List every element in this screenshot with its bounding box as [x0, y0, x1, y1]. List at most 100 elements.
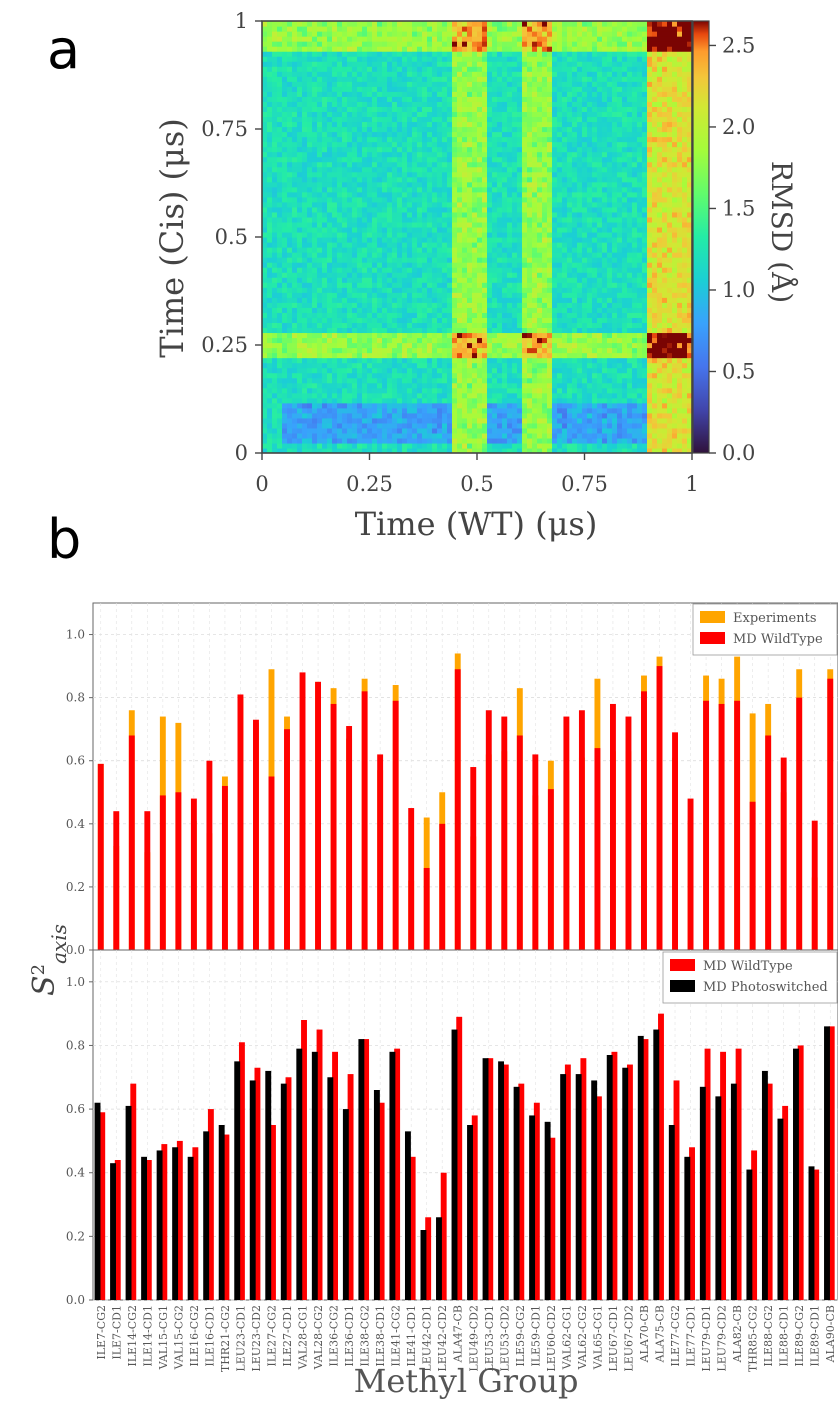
heatmap-cell [502, 367, 508, 374]
heatmap-cell [377, 362, 383, 369]
heatmap-cell [502, 322, 508, 329]
heatmap-cell [287, 151, 293, 158]
heatmap-cell [457, 191, 463, 198]
heatmap-cell [487, 267, 493, 273]
heatmap-cell [377, 66, 383, 72]
heatmap-cell [432, 76, 438, 82]
heatmap-cell [467, 86, 473, 92]
heatmap-cell [507, 226, 513, 233]
heatmap-cell [287, 181, 293, 188]
heatmap-cell [532, 332, 538, 339]
heatmap-cell [422, 86, 428, 92]
heatmap-cell [347, 181, 353, 188]
heatmap-cell [512, 186, 518, 193]
heatmap-cell [367, 272, 373, 278]
heatmap-cell [272, 206, 278, 213]
heatmap-cell [512, 357, 518, 364]
heatmap-cell [467, 56, 473, 62]
heatmap-cell [352, 252, 358, 258]
heatmap-cell [402, 61, 408, 67]
heatmap-cell [322, 362, 328, 369]
heatmap-cell [347, 362, 353, 369]
heatmap-cell [422, 96, 428, 102]
heatmap-cell [412, 412, 418, 419]
heatmap-cell [547, 46, 553, 52]
heatmap-cell [337, 267, 343, 273]
heatmap-cell [312, 352, 318, 359]
heatmap-cell [517, 357, 523, 364]
heatmap-cell [287, 126, 293, 133]
heatmap-cell [427, 21, 433, 27]
heatmap-cell [407, 272, 413, 278]
heatmap-cell [507, 412, 513, 419]
heatmap-cell [367, 96, 373, 102]
heatmap-cell [547, 242, 553, 248]
heatmap-cell [382, 432, 388, 439]
heatmap-cell [272, 121, 278, 128]
heatmap-cell [277, 161, 283, 168]
heatmap-cell [367, 146, 373, 153]
heatmap-cell [507, 231, 513, 238]
heatmap-cell [397, 111, 403, 118]
heatmap-cell [377, 292, 383, 298]
heatmap-cell [302, 211, 308, 218]
heatmap-cell [537, 257, 543, 263]
heatmap-cell [542, 357, 548, 364]
heatmap-cell [537, 206, 543, 213]
heatmap-cell [387, 191, 393, 198]
heatmap-cell [532, 417, 538, 424]
heatmap-cell [522, 402, 528, 409]
heatmap-cell [352, 56, 358, 62]
heatmap-cell [397, 352, 403, 359]
heatmap-cell [522, 166, 528, 173]
heatmap-cell [432, 442, 438, 449]
heatmap-cell [467, 76, 473, 82]
heatmap-cell [547, 282, 553, 288]
heatmap-cell [377, 417, 383, 424]
heatmap-cell [307, 297, 313, 303]
heatmap-cell [422, 302, 428, 308]
heatmap-cell [447, 211, 453, 218]
heatmap-cell [267, 216, 273, 223]
heatmap-cell [292, 121, 298, 128]
heatmap-cell [357, 327, 363, 334]
heatmap-cell [387, 412, 393, 419]
heatmap-cell [457, 216, 463, 223]
heatmap-cell [467, 412, 473, 419]
heatmap-cell [282, 317, 288, 323]
heatmap-cell [272, 21, 278, 27]
heatmap-cell [547, 216, 553, 223]
heatmap-cell [272, 126, 278, 133]
heatmap-cell [372, 201, 378, 208]
heatmap-cell [472, 101, 478, 107]
heatmap-cell [527, 317, 533, 323]
heatmap-cell [392, 186, 398, 193]
heatmap-cell [542, 407, 548, 414]
heatmap-cell [332, 397, 338, 404]
heatmap-cell [327, 76, 333, 82]
heatmap-cell [452, 352, 458, 359]
heatmap-cell [352, 116, 358, 123]
heatmap-cell [492, 171, 498, 178]
heatmap-cell [262, 201, 268, 208]
heatmap-cell [472, 156, 478, 163]
heatmap-cell [432, 392, 438, 399]
heatmap-cell [327, 151, 333, 158]
heatmap-cell [417, 347, 423, 354]
heatmap-cell [372, 26, 378, 32]
heatmap-cell [272, 237, 278, 243]
heatmap-cell [512, 216, 518, 223]
heatmap-cell [452, 407, 458, 414]
heatmap-cell [532, 76, 538, 82]
heatmap-cell [422, 272, 428, 278]
heatmap-cell [287, 407, 293, 414]
heatmap-cell [332, 46, 338, 52]
heatmap-cell [267, 231, 273, 238]
heatmap-cell [507, 382, 513, 389]
heatmap-cell [307, 196, 313, 203]
heatmap-cell [517, 292, 523, 298]
heatmap-cell [352, 367, 358, 374]
heatmap-cell [507, 437, 513, 444]
heatmap-cell [497, 342, 503, 349]
heatmap-cell [547, 81, 553, 87]
